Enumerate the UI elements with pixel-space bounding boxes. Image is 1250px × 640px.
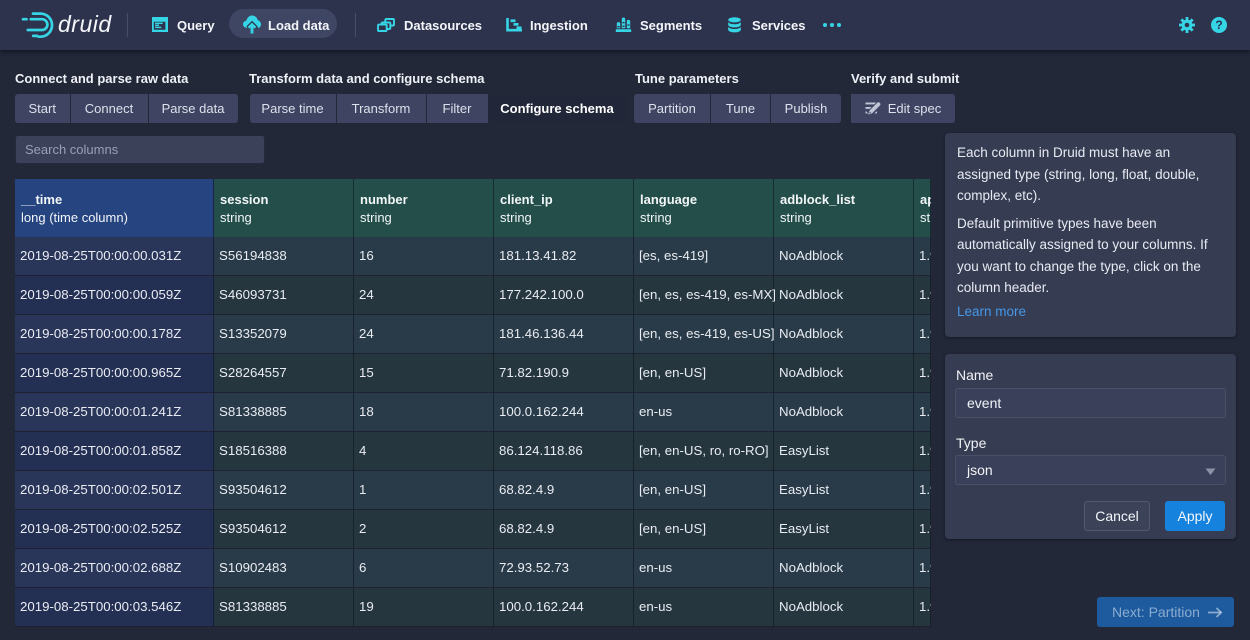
svg-text:?: ? bbox=[1215, 18, 1222, 32]
